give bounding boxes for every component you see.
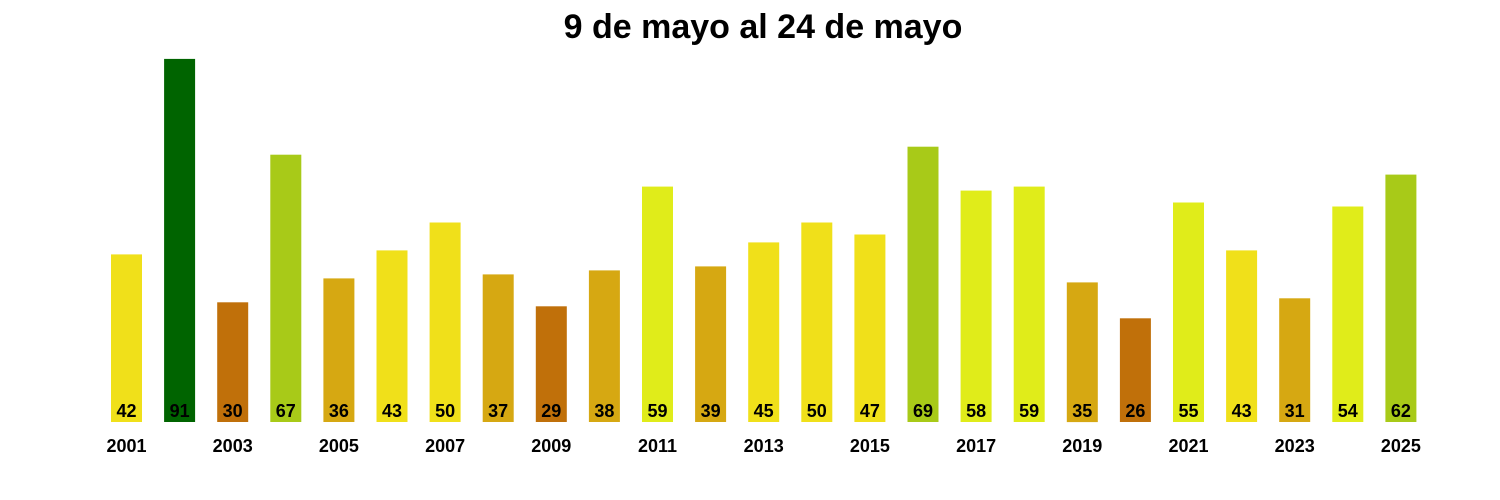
- x-tick-label-2023: 2023: [1275, 436, 1315, 456]
- bar-2019: [1066, 282, 1098, 423]
- value-label-2005: 36: [329, 401, 349, 421]
- bar-2017: [960, 190, 992, 422]
- bar-2024: [1332, 206, 1364, 422]
- chart-title: 9 de mayo al 24 de mayo: [563, 8, 963, 46]
- x-tick-label-2005: 2005: [319, 436, 359, 456]
- bar-2013: [748, 242, 780, 422]
- x-tick-label-2009: 2009: [531, 436, 571, 456]
- value-label-2004: 67: [276, 401, 296, 421]
- value-label-2011: 59: [647, 401, 667, 421]
- bar-2001: [111, 254, 142, 422]
- bar-2018: [1013, 186, 1045, 422]
- bar-2010: [588, 270, 620, 422]
- bar-2007: [429, 222, 461, 422]
- x-tick-label-2003: 2003: [213, 436, 253, 456]
- value-label-2015: 47: [860, 401, 880, 421]
- bar-2003: [217, 302, 249, 422]
- value-label-2002: 91: [170, 401, 190, 421]
- value-label-2006: 43: [382, 401, 402, 421]
- bar-2002: [164, 58, 196, 423]
- bar-2020: [1119, 318, 1151, 422]
- value-label-2017: 58: [966, 401, 986, 421]
- bar-2004: [270, 154, 302, 422]
- bar-2005: [323, 278, 355, 422]
- value-label-2009: 29: [541, 401, 561, 421]
- value-label-2014: 50: [807, 401, 827, 421]
- bar-2022: [1226, 250, 1258, 422]
- value-labels-group: 42 91 30 67 36 43 50 37 29 38 59 39 45 50 47 69 58 59 35 26…: [116, 401, 1410, 421]
- value-label-2018: 59: [1019, 401, 1039, 421]
- value-label-2020: 26: [1125, 401, 1145, 421]
- x-tick-label-2017: 2017: [956, 436, 996, 456]
- value-label-2024: 54: [1338, 401, 1358, 421]
- bar-2021: [1173, 202, 1204, 422]
- x-tick-label-2001: 2001: [106, 436, 146, 456]
- bar-2014: [801, 222, 833, 422]
- bar-2015: [854, 234, 886, 422]
- x-tick-label-2019: 2019: [1062, 436, 1102, 456]
- x-tick-label-2015: 2015: [850, 436, 890, 456]
- value-label-2007: 50: [435, 401, 455, 421]
- value-label-2008: 37: [488, 401, 508, 421]
- x-tick-label-2011: 2011: [638, 436, 677, 456]
- bar-2011: [642, 186, 673, 422]
- bars-group: [111, 58, 1417, 423]
- value-label-2012: 39: [701, 401, 721, 421]
- bar-2012: [695, 266, 727, 422]
- value-label-2003: 30: [223, 401, 243, 421]
- bar-2006: [376, 250, 408, 422]
- value-label-2019: 35: [1072, 401, 1092, 421]
- value-label-2001: 42: [116, 401, 136, 421]
- value-label-2023: 31: [1285, 401, 1305, 421]
- value-label-2013: 45: [754, 401, 774, 421]
- value-label-2025: 62: [1391, 401, 1411, 421]
- bar-2016: [907, 146, 939, 422]
- x-tick-label-2013: 2013: [744, 436, 784, 456]
- value-label-2021: 55: [1178, 401, 1198, 421]
- x-tick-label-2025: 2025: [1381, 436, 1421, 456]
- value-label-2022: 43: [1232, 401, 1252, 421]
- value-label-2016: 69: [913, 401, 933, 421]
- bar-2023: [1279, 298, 1311, 422]
- bar-2008: [482, 274, 514, 422]
- x-tick-label-2007: 2007: [425, 436, 465, 456]
- bar-2025: [1385, 174, 1417, 422]
- value-label-2010: 38: [594, 401, 614, 421]
- bar-2009: [535, 306, 567, 422]
- x-tick-label-2021: 2021: [1168, 436, 1208, 456]
- x-axis-tick-labels: 2001 2003 2005 2007 2009 2011 2013 2015 2017 2019…: [106, 436, 1420, 456]
